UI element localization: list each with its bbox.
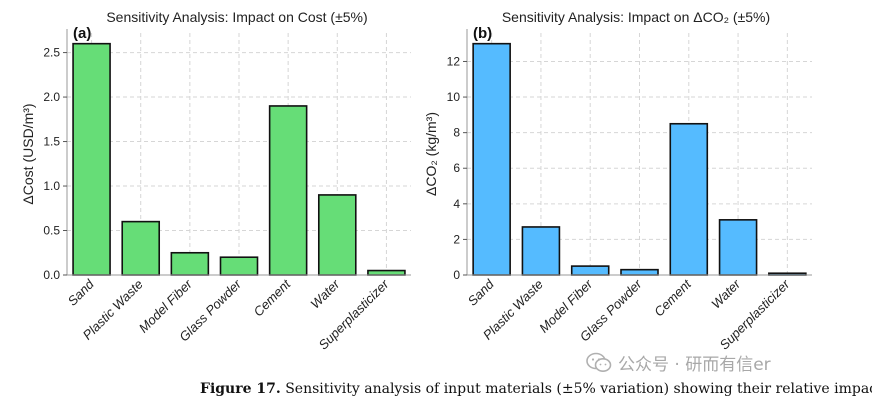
- x-tick-label: Sand: [465, 276, 498, 309]
- watermark: 公众号 · 研而有信er: [586, 350, 771, 375]
- bar-superplasticizer: [367, 269, 406, 276]
- y-tick-label: 8: [453, 126, 460, 140]
- x-tick-label: Cement: [250, 276, 294, 320]
- bar-water: [718, 219, 758, 276]
- panel-label: (b): [473, 25, 492, 42]
- y-tick-label: 1.5: [43, 135, 60, 149]
- x-tick-label: Cement: [651, 276, 695, 320]
- bar-plastic-waste: [121, 220, 161, 276]
- y-tick-label: 0: [453, 268, 460, 282]
- bar-glass-powder: [219, 256, 259, 276]
- caption-text: Sensitivity analysis of input materials …: [285, 381, 872, 397]
- bar-glass-powder: [620, 268, 659, 276]
- bar-sand: [472, 42, 511, 276]
- y-tick-label: 1.0: [43, 179, 60, 193]
- bar-cement: [268, 105, 308, 276]
- chart-title: Sensitivity Analysis: Impact on ΔCO₂ (±5…: [502, 9, 770, 25]
- y-tick-label: 6: [453, 161, 460, 175]
- chart-title: Sensitivity Analysis: Impact on Cost (±5…: [106, 9, 367, 25]
- panel-label: (a): [73, 25, 91, 42]
- y-axis-label: ΔCost (USD/m³): [20, 103, 36, 204]
- y-tick-label: 4: [453, 197, 460, 211]
- x-tick-label: Sand: [65, 276, 98, 309]
- y-tick-label: 0.0: [43, 268, 60, 282]
- figure-caption: Figure 17. Sensitivity analysis of input…: [200, 381, 872, 397]
- bar-plastic-waste: [521, 226, 561, 276]
- y-tick-label: 2.0: [43, 90, 60, 104]
- bar-model-fiber: [170, 251, 210, 276]
- y-tick-label: 2: [453, 232, 460, 246]
- watermark-text: 公众号 · 研而有信er: [618, 355, 771, 375]
- x-tick-label: Water: [708, 276, 743, 311]
- caption-label: Figure 17.: [200, 381, 281, 397]
- bar-model-fiber: [570, 265, 610, 276]
- x-tick-label: Water: [307, 276, 342, 311]
- bar-water: [317, 194, 357, 276]
- bar-sand: [72, 42, 111, 276]
- y-axis-label: ΔCO₂ (kg/m³): [423, 112, 439, 196]
- y-tick-label: 10: [447, 90, 461, 104]
- y-tick-label: 2.5: [43, 46, 60, 60]
- y-tick-label: 12: [447, 54, 461, 68]
- bar-cement: [669, 122, 709, 276]
- y-tick-label: 0.5: [43, 224, 60, 238]
- wechat-icon: [586, 352, 612, 372]
